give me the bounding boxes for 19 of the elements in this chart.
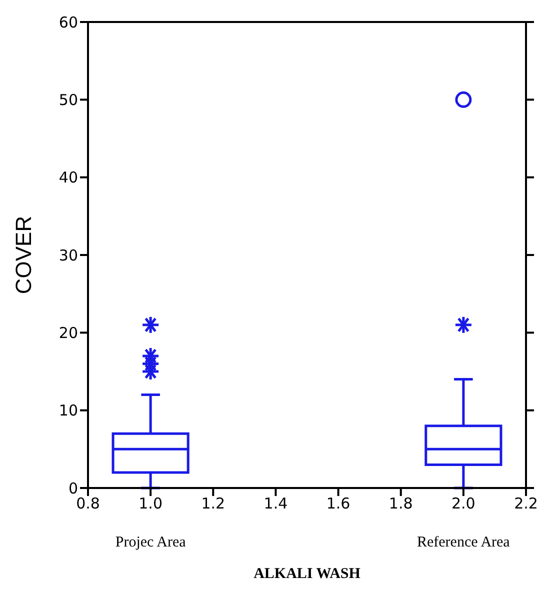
y-tick-label: 20 (58, 324, 78, 342)
y-tick-label: 60 (58, 13, 78, 32)
x-tick-label: 2.2 (514, 494, 538, 513)
x-tick-label: 0.8 (76, 494, 100, 513)
x-tick-label: 2.0 (452, 494, 476, 513)
y-tick-label: 10 (58, 402, 78, 420)
y-tick-label: 0 (68, 479, 78, 498)
y-axis-title: COVER (10, 216, 36, 294)
y-tick-label: 30 (58, 246, 78, 264)
x-tick-label: 1.2 (201, 494, 226, 513)
text: Projec Area (115, 534, 186, 551)
x-tick-label: 1.0 (138, 494, 162, 513)
x-tick-label: 1.4 (264, 494, 288, 513)
y-tick-label: 50 (58, 90, 78, 109)
x-tick-label: 1.8 (388, 494, 413, 513)
x-axis-title: ALKALI WASH (254, 566, 361, 582)
y-tick-label: 40 (58, 168, 78, 187)
text: Reference Area (417, 534, 510, 551)
x-tick-label: 1.6 (326, 494, 350, 513)
